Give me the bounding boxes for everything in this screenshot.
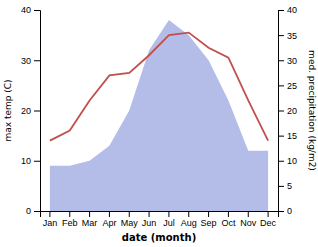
tick-mark — [49, 211, 50, 217]
tick-mark — [278, 111, 284, 112]
tick-label: 35 — [287, 31, 297, 41]
tick-label: Nov — [240, 218, 257, 228]
tick-mark — [89, 211, 90, 217]
tick: Jul — [163, 211, 175, 228]
tick: 10 — [21, 156, 40, 166]
tick-label: Jul — [163, 218, 175, 228]
tick: Jan — [43, 211, 58, 228]
tick: Nov — [240, 211, 257, 228]
tick-mark — [208, 211, 209, 217]
tick-label: Dec — [260, 218, 277, 228]
line — [50, 33, 268, 141]
x-axis: Jan Feb Mar Apr MayJun Jul Aug Sep Oct NovDec — [41, 211, 279, 228]
tick-label: Feb — [62, 218, 78, 228]
x-axis-title: date (month) — [122, 232, 196, 243]
axis-line — [34, 11, 41, 212]
tick-mark — [34, 211, 40, 212]
tick-label: 10 — [287, 156, 297, 166]
tick-label: Apr — [102, 218, 116, 228]
tick-mark — [278, 85, 284, 86]
tick-mark — [168, 211, 169, 217]
tick-mark — [278, 186, 284, 187]
tick-label: 20 — [287, 106, 297, 116]
tick: 5 — [278, 181, 292, 191]
tick-label: 30 — [287, 56, 297, 66]
axis-line — [279, 11, 285, 212]
tick: Mar — [82, 211, 98, 228]
tick-label: 20 — [21, 106, 31, 116]
y2-axis: 0 5 10 15 20 25 30 35 40 — [278, 5, 297, 216]
tick-label: Sep — [201, 218, 217, 228]
tick-mark — [278, 211, 284, 212]
tick-mark — [34, 10, 40, 11]
tick-mark — [278, 136, 284, 137]
y-axis: 0 10 20 30 40 — [21, 5, 41, 216]
tick-mark — [278, 10, 284, 11]
tick-mark — [248, 211, 249, 217]
tick-label: 40 — [21, 5, 31, 15]
y-axis-title: max temp (C) — [3, 79, 13, 141]
tick-mark — [129, 211, 130, 217]
y2-axis-title: med. precipitation (kg/m2) — [307, 50, 317, 171]
tick-mark — [268, 211, 269, 217]
tick: Aug — [181, 211, 197, 228]
tick-label: Jun — [142, 218, 157, 228]
tick-label: 30 — [21, 56, 31, 66]
tick-label: Oct — [221, 218, 236, 228]
tick-label: Jan — [43, 218, 58, 228]
axis-line — [41, 212, 279, 218]
tick-label: 15 — [287, 131, 297, 141]
plot: Jan Feb Mar Apr MayJun Jul Aug Sep Oct NovDec 0 10 2… — [21, 5, 297, 228]
tick-mark — [149, 211, 150, 217]
tick-mark — [69, 211, 70, 217]
tick-label: 10 — [21, 156, 31, 166]
tick: 0 — [26, 206, 40, 216]
tick: Feb — [62, 211, 78, 228]
marks — [50, 20, 268, 211]
tick: May — [121, 211, 139, 228]
tick: 10 — [278, 156, 297, 166]
tick-label: May — [121, 218, 139, 228]
tick: 35 — [278, 31, 297, 41]
tick: Apr — [102, 211, 116, 228]
tick: Oct — [221, 211, 236, 228]
tick: 15 — [278, 131, 297, 141]
tick-mark — [34, 60, 40, 61]
tick-label: 25 — [287, 81, 297, 91]
tick-mark — [278, 60, 284, 61]
tick-label: 0 — [26, 206, 31, 216]
tick: 0 — [278, 206, 292, 216]
tick: 20 — [278, 106, 297, 116]
tick-mark — [228, 211, 229, 217]
tick-label: 5 — [287, 181, 292, 191]
tick: 40 — [278, 5, 297, 15]
tick-mark — [278, 161, 284, 162]
tick: 40 — [21, 5, 40, 15]
tick-mark — [278, 35, 284, 36]
tick: 30 — [21, 56, 40, 66]
area — [50, 20, 268, 211]
tick-label: 40 — [287, 5, 297, 15]
tick-mark — [34, 161, 40, 162]
chart: Jan Feb Mar Apr MayJun Jul Aug Sep Oct NovDec 0 10 2… — [0, 0, 318, 247]
tick-mark — [109, 211, 110, 217]
tick: Jun — [142, 211, 157, 228]
tick: Dec — [260, 211, 277, 228]
tick: 25 — [278, 81, 297, 91]
tick-label: 0 — [287, 206, 292, 216]
tick: 20 — [21, 106, 40, 116]
tick-label: Mar — [82, 218, 98, 228]
tick: 30 — [278, 56, 297, 66]
tick-label: Aug — [181, 218, 197, 228]
tick-mark — [34, 111, 40, 112]
tick-mark — [188, 211, 189, 217]
tick: Sep — [201, 211, 217, 228]
